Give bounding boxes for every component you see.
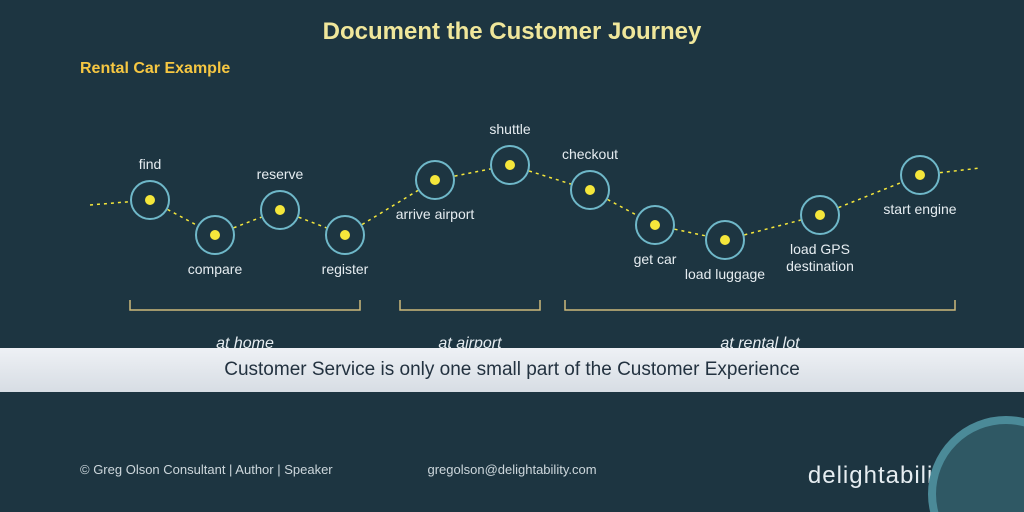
footer-email: gregolson@delightability.com — [427, 462, 596, 477]
page-title: Document the Customer Journey — [0, 18, 1024, 46]
tagline-band: Customer Service is only one small part … — [0, 348, 1024, 392]
journey-chart: findcomparereserveregisterarrive airport… — [0, 60, 1024, 310]
footer-credit: © Greg Olson Consultant | Author | Speak… — [80, 462, 333, 477]
corner-arc-decoration — [928, 416, 1024, 512]
journey-group-brackets — [0, 60, 1024, 360]
